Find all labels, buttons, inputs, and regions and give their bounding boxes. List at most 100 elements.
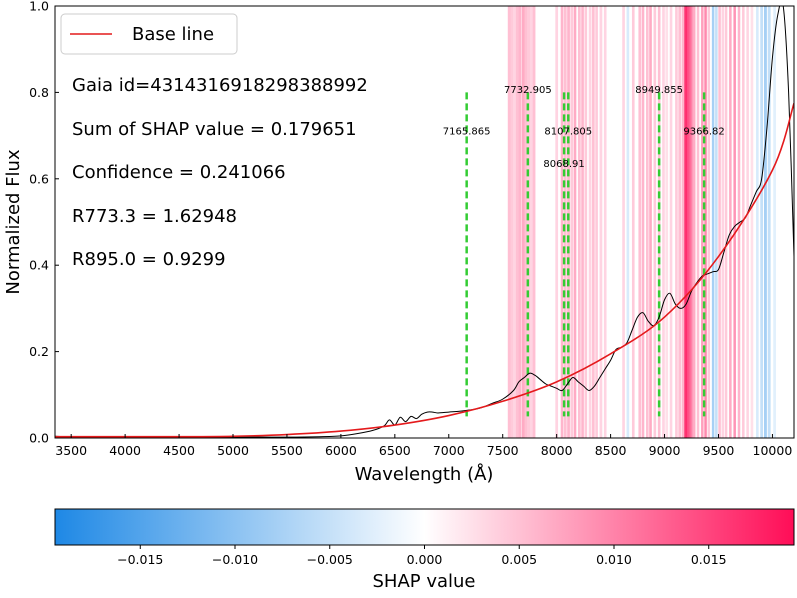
x-tick-label: 3500 [55, 443, 87, 458]
shap-band [622, 6, 625, 438]
shap-band [532, 6, 536, 438]
shap-band [737, 6, 741, 438]
shap-band [507, 6, 511, 438]
colorbar-tick-label: 0.010 [596, 552, 632, 567]
shap-band [675, 6, 678, 438]
y-tick-label: 0.4 [29, 258, 49, 273]
shap-band [626, 6, 630, 438]
shap-band [638, 6, 642, 438]
shap-band [704, 6, 707, 438]
shap-band [527, 6, 531, 438]
x-tick-label: 9500 [703, 443, 735, 458]
shap-band [690, 6, 693, 438]
shap-band [688, 6, 691, 438]
shap-band [510, 6, 514, 438]
shap-band [764, 6, 767, 438]
shap-band [657, 6, 661, 438]
shap-band [524, 6, 528, 438]
shap-band [573, 6, 577, 438]
shap-band [518, 6, 522, 438]
shap-band [641, 6, 645, 438]
x-tick-label: 9000 [649, 443, 681, 458]
shap-band [750, 6, 754, 438]
shap-band [513, 6, 516, 438]
marker-label: 7165.865 [443, 126, 491, 137]
shap-band [603, 6, 607, 438]
shap-band [669, 6, 673, 438]
annotation-gaia-id: Gaia id=4314316918298388992 [72, 75, 368, 96]
shap-band [515, 6, 519, 438]
shap-band [678, 6, 681, 438]
shap-band [684, 6, 687, 438]
series-group [55, 6, 794, 438]
annotation-confidence: Confidence = 0.241066 [72, 162, 286, 183]
annotation-r773: R773.3 = 1.62948 [72, 206, 237, 227]
marker-labels: 7165.865 7732.905 8068.91 8107.805 8949.855 9… [443, 85, 725, 170]
shap-band [707, 6, 711, 438]
annotation-r895: R895.0 = 0.9299 [72, 249, 226, 270]
x-tick-label: 10000 [753, 443, 793, 458]
shap-band [773, 6, 776, 438]
shap-bands [507, 6, 776, 438]
x-tick-label: 8000 [541, 443, 573, 458]
plot-frame [54, 5, 795, 439]
shap-band [724, 6, 728, 438]
marker-label: 8068.91 [543, 159, 584, 170]
colorbar: −0.015 −0.010 −0.005 0.000 0.005 0.010 0.015 S… [54, 508, 795, 592]
y-axis-ticks: 0.0 0.2 0.4 0.6 0.8 1.0 [29, 0, 59, 446]
x-tick-label: 8500 [595, 443, 627, 458]
legend-label-baseline: Base line [132, 24, 214, 45]
x-tick-label: 4500 [163, 443, 195, 458]
marker-label: 7732.905 [504, 85, 552, 96]
shap-band [631, 6, 635, 438]
shap-band [665, 6, 669, 438]
x-tick-label: 6000 [325, 443, 357, 458]
plot-area: 7165.865 7732.905 8068.91 8107.805 8949.855 9… [29, 0, 795, 458]
x-tick-label: 7500 [487, 443, 519, 458]
shap-band [721, 6, 725, 438]
shap-band [592, 6, 595, 438]
colorbar-ticks: −0.015 −0.010 −0.005 0.000 0.005 0.010 0.015 [117, 545, 727, 567]
shap-band [756, 6, 759, 438]
shap-band [584, 6, 588, 438]
baseline-curve [55, 102, 794, 438]
shap-band [681, 6, 685, 438]
shap-band [742, 6, 745, 438]
shap-band [645, 6, 649, 438]
legend: Base line [60, 13, 238, 55]
colorbar-gradient [55, 509, 794, 545]
shap-band [653, 6, 657, 438]
shap-band [692, 6, 696, 438]
legend-box [60, 13, 238, 55]
x-tick-label: 6500 [379, 443, 411, 458]
y-tick-label: 0.2 [29, 344, 49, 359]
shap-band [746, 6, 749, 438]
shap-band [733, 6, 736, 438]
marker-label: 9366.82 [683, 126, 724, 137]
shap-band [521, 6, 525, 438]
shap-band [577, 6, 581, 438]
colorbar-tick-label: 0.000 [407, 552, 443, 567]
shap-band [696, 6, 700, 438]
shap-band [581, 6, 584, 438]
colorbar-tick-label: −0.010 [212, 552, 258, 567]
marker-label: 8949.855 [635, 85, 683, 96]
shap-band [555, 6, 559, 438]
shap-band [662, 6, 665, 438]
annotation-shap-sum: Sum of SHAP value = 0.179651 [72, 119, 357, 140]
shap-band [599, 6, 603, 438]
shap-band [715, 6, 718, 438]
shap-band [718, 6, 721, 438]
shap-band [711, 6, 715, 438]
x-tick-label: 5000 [217, 443, 249, 458]
y-axis-title: Normalized Flux [3, 149, 24, 295]
y-tick-label: 0.8 [29, 85, 49, 100]
shap-band [588, 6, 592, 438]
shap-band [649, 6, 652, 438]
y-tick-label: 0.0 [29, 431, 49, 446]
y-tick-label: 1.0 [29, 0, 49, 14]
y-tick-label: 0.6 [29, 171, 49, 186]
x-tick-label: 7000 [433, 443, 465, 458]
colorbar-tick-label: −0.005 [307, 552, 353, 567]
